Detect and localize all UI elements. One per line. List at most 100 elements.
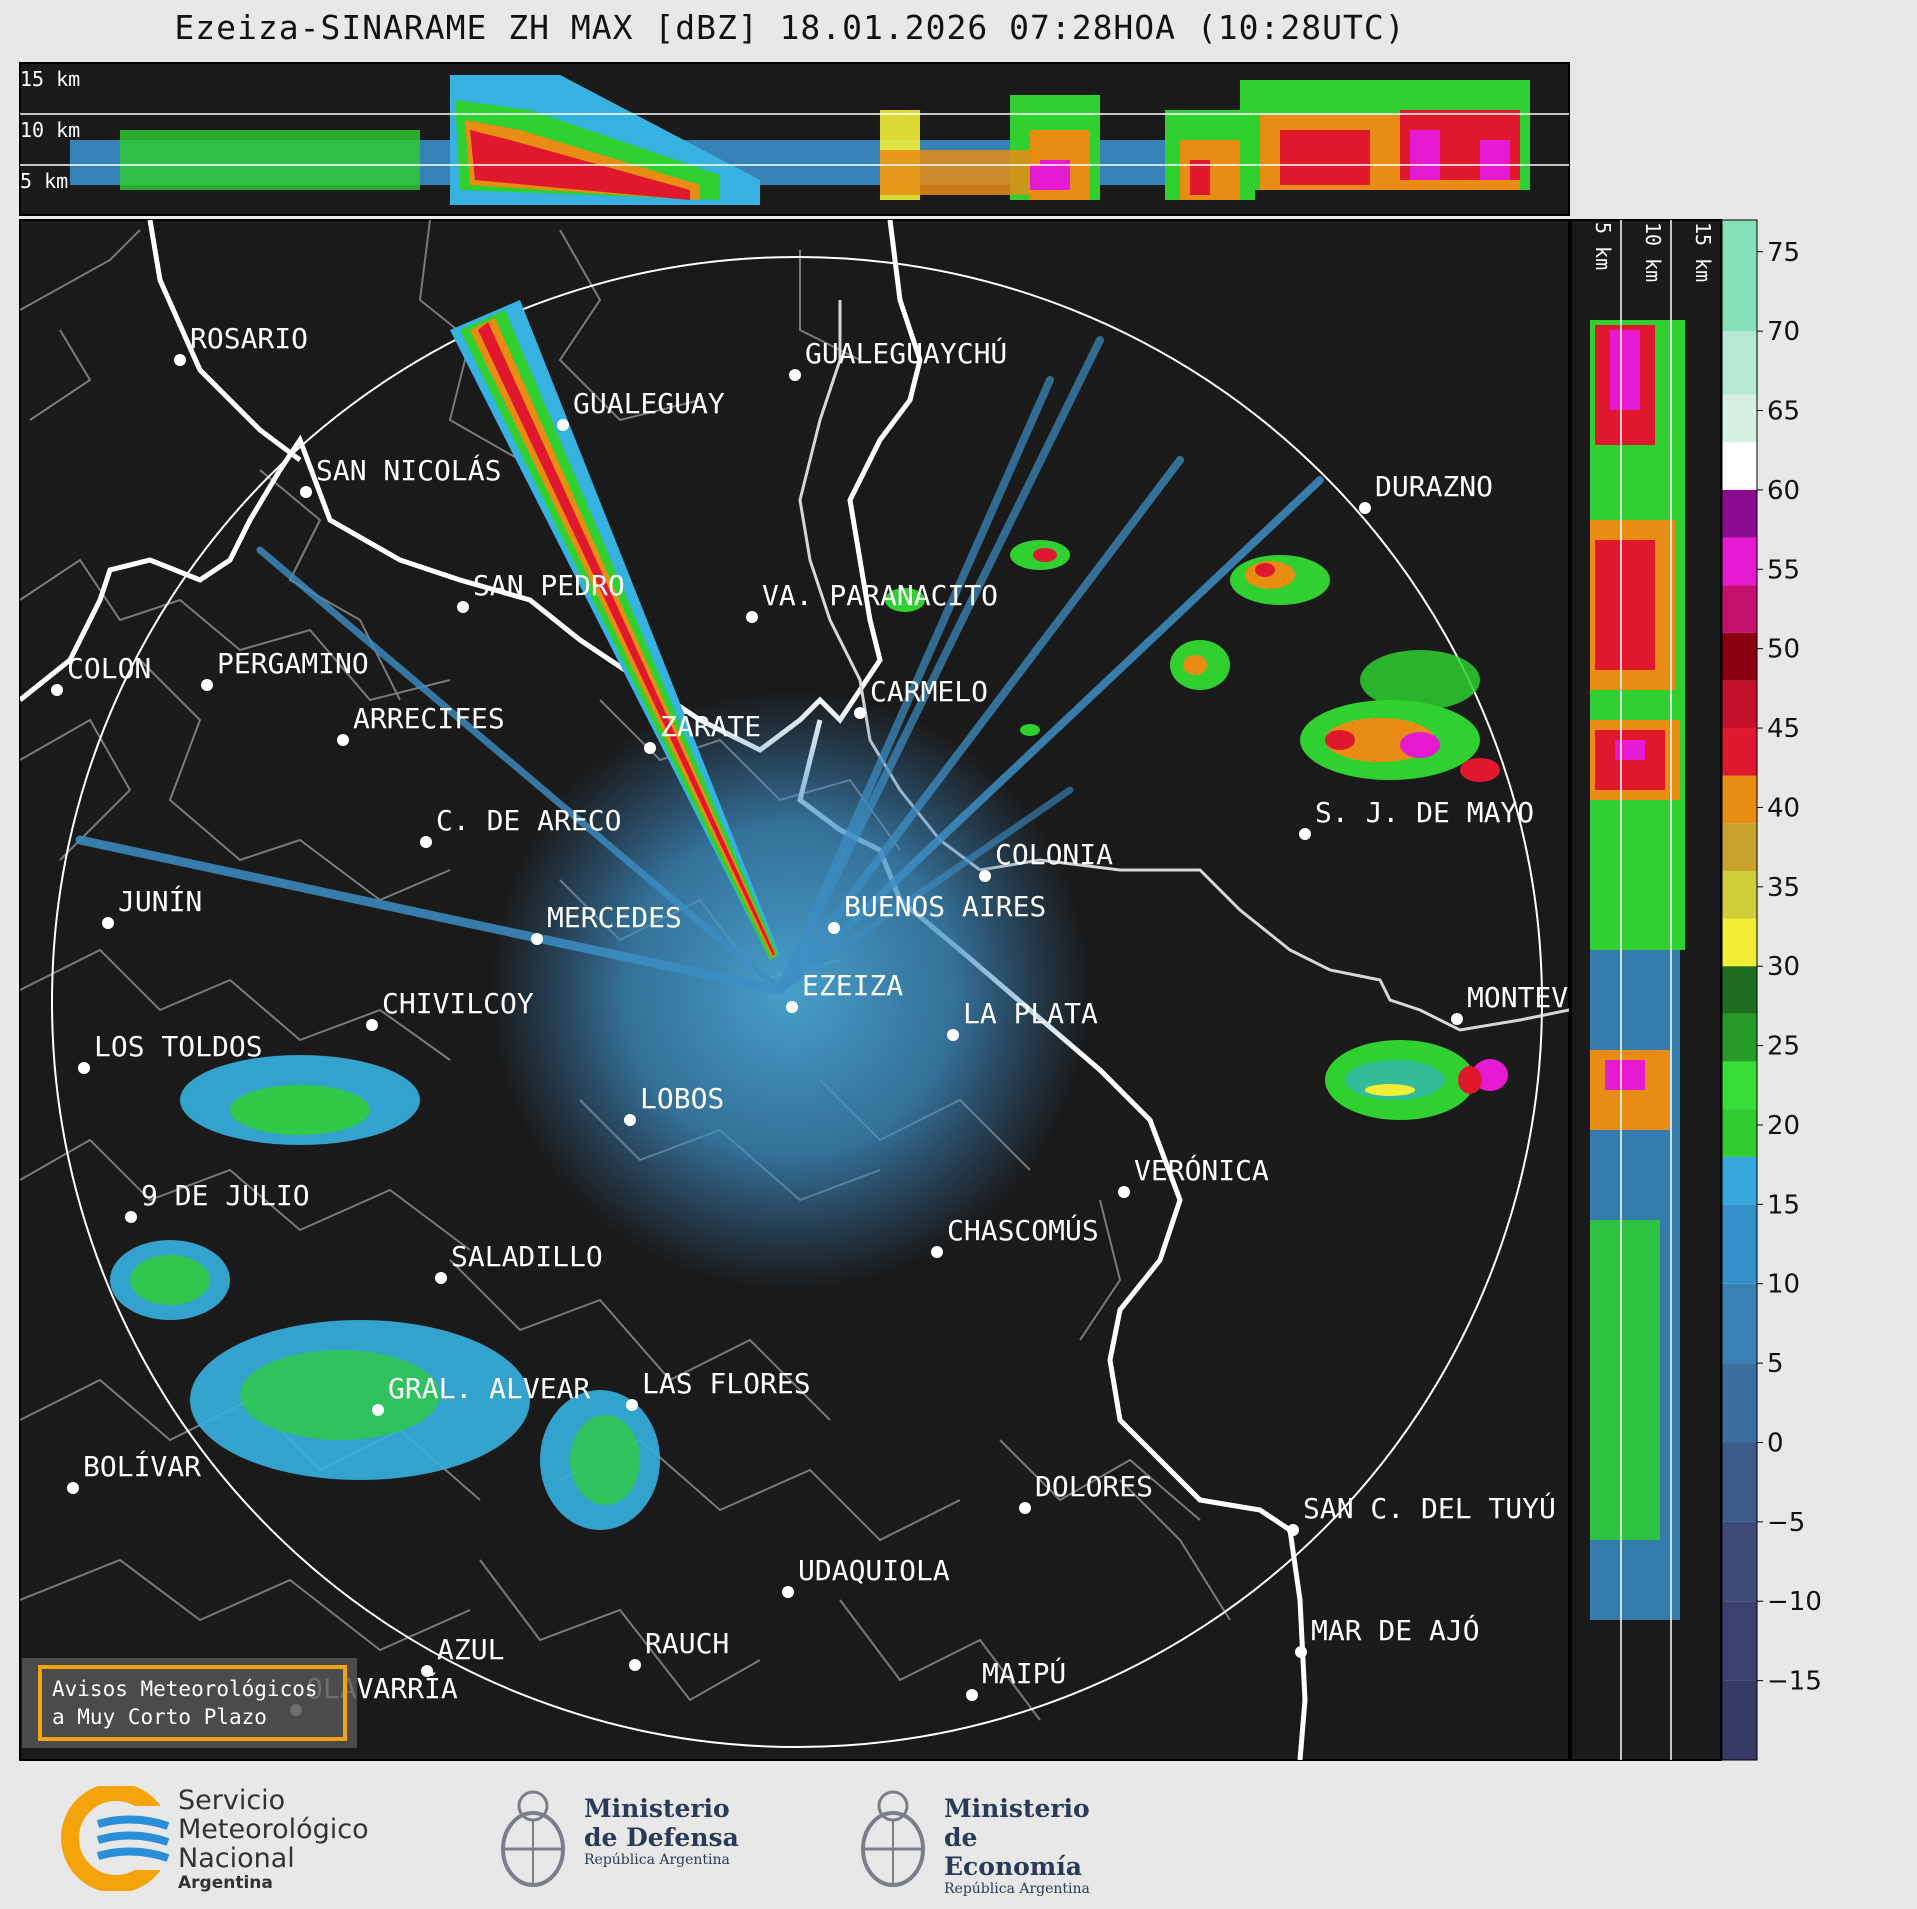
colorbar-band [1722,394,1757,443]
city-label-pergamino: PERGAMINO [217,647,369,680]
defensa-line-1: Ministerio [584,1794,730,1823]
storm-cells-sw [110,1055,660,1530]
city-marker-colonia [979,870,991,882]
city-label-las-flores: LAS FLORES [642,1367,811,1400]
city-marker-las-flores [626,1399,638,1411]
smn-line-4: Argentina [178,1873,273,1893]
city-marker-mercedes [531,933,543,945]
side-label-10km: 10 km [1641,222,1665,282]
city-marker-buenos-aires [828,922,840,934]
figure-title: Ezeiza-SINARAME ZH MAX [dBZ] 18.01.2026 … [174,8,1406,47]
city-marker-verónica [1118,1186,1130,1198]
colorbar-band [1722,1013,1757,1062]
city-marker-9-de-julio [125,1211,137,1223]
colorbar-band [1722,1363,1757,1443]
city-marker-montevideo [1451,1013,1463,1025]
defensa-line-2: de Defensa [584,1823,739,1852]
top-label-5km: 5 km [20,169,68,193]
city-marker-pergamino [201,679,213,691]
top-height-panel: 15 km 10 km 5 km [19,62,1570,216]
warning-box[interactable]: Avisos Meteorológicos a Muy Corto Plazo [22,1658,357,1748]
colorbar-tick-label: 20 [1767,1111,1800,1141]
colorbar-band [1722,1061,1757,1110]
top-label-15km: 15 km [20,67,80,91]
city-marker-bolívar [67,1482,79,1494]
footer-logos: Servicio Meteorológico Nacional Argentin… [0,1762,1917,1909]
side-panel-echoes [1590,320,1685,1620]
colorbar-tick-label: −5 [1767,1508,1805,1538]
storm-cells-ne [885,540,1508,1120]
city-marker-gualeguaychú [789,369,801,381]
city-labels: ROSARIO GUALEGUAYCHÚ GUALEGUAY SAN NICOLÁS D… [51,322,1569,1716]
range-ring [51,256,1543,1748]
city-marker-c-de-areco [420,836,432,848]
city-marker-san-c-del-tuyú [1287,1524,1299,1536]
top-label-10km: 10 km [20,118,80,142]
city-label-rosario: ROSARIO [190,322,308,355]
colorbar-tick-label: 15 [1767,1190,1800,1220]
colorbar-band [1722,489,1757,538]
smn-line-2: Meteorológico [178,1814,369,1845]
colorbar-band [1722,728,1757,776]
colorbar-band [1722,1442,1757,1522]
city-label-lobos: LOBOS [640,1082,724,1115]
city-label-maipú: MAIPÚ [982,1656,1066,1690]
city-label-9-de-julio: 9 DE JULIO [141,1179,310,1212]
colorbar-tick-label: 45 [1767,714,1800,744]
city-marker-rosario [174,354,186,366]
smn-line-1: Servicio [178,1785,286,1816]
colorbar-band [1722,220,1757,332]
colorbar-tick-label: 70 [1767,317,1800,347]
colorbar-band [1722,966,1757,1014]
side-label-15km: 15 km [1691,222,1715,282]
colorbar-tick-label: 5 [1767,1349,1784,1379]
city-marker-s-j-de-mayo [1299,828,1311,840]
colorbar-band [1722,823,1757,871]
city-label-junín: JUNÍN [118,884,202,918]
city-label-azul: AZUL [437,1633,504,1666]
city-label-san-nicolás: SAN NICOLÁS [316,453,501,487]
colorbar-tick-label: 40 [1767,793,1800,823]
colorbar-tick-label: 10 [1767,1270,1800,1300]
city-label-chivilcoy: CHIVILCOY [382,987,534,1020]
city-label-buenos-aires: BUENOS AIRES [844,890,1046,923]
colorbar-tick-label: 60 [1767,476,1800,506]
colorbar-tick-label: 35 [1767,873,1800,903]
city-marker-lobos [624,1114,636,1126]
city-label-bolívar: BOLÍVAR [83,1449,201,1483]
colorbar-band [1722,1521,1757,1602]
colorbar-band [1722,537,1757,586]
city-label-colon: COLON [67,652,151,685]
side-label-5km: 5 km [1591,222,1615,270]
coat-of-arms-icon [501,1790,565,1887]
city-label-san-pedro: SAN PEDRO [473,569,625,602]
city-label-zárate: ZÁRATE [660,709,761,743]
city-label-arrecifes: ARRECIFES [353,702,505,735]
city-marker-durazno [1359,502,1371,514]
city-label-saladillo: SALADILLO [451,1240,603,1273]
colorbar-tick-label: 30 [1767,952,1800,982]
colorbar-band [1722,775,1757,824]
colorbar-band [1722,1680,1757,1760]
city-marker-va-paranacito [746,611,758,623]
city-label-carmelo: CARMELO [870,675,988,708]
warning-line-2: a Muy Corto Plazo [52,1705,267,1729]
city-label-san-c-del-tuyú: SAN C. DEL TUYÚ [1303,1491,1556,1525]
colorbar-tick-label: 75 [1767,238,1800,268]
colorbar-tick-label: −10 [1767,1587,1822,1617]
city-label-mercedes: MERCEDES [547,901,682,934]
city-marker-gral-alvear [372,1404,384,1416]
city-label-c-de-areco: C. DE ARECO [436,804,621,837]
city-marker-la-plata [947,1029,959,1041]
city-marker-rauch [629,1659,641,1671]
map-panel: ROSARIO GUALEGUAYCHÚ GUALEGUAY SAN NICOLÁS D… [19,219,1570,1761]
city-label-gral-alvear: GRAL. ALVEAR [388,1372,590,1405]
city-marker-junín [102,917,114,929]
colorbar-tick-label: 65 [1767,397,1800,427]
colorbar-band [1722,918,1757,967]
city-label-gualeguay: GUALEGUAY [573,387,725,420]
city-marker-gualeguay [557,419,569,431]
city-label-la-plata: LA PLATA [963,997,1098,1030]
city-marker-zárate [644,742,656,754]
